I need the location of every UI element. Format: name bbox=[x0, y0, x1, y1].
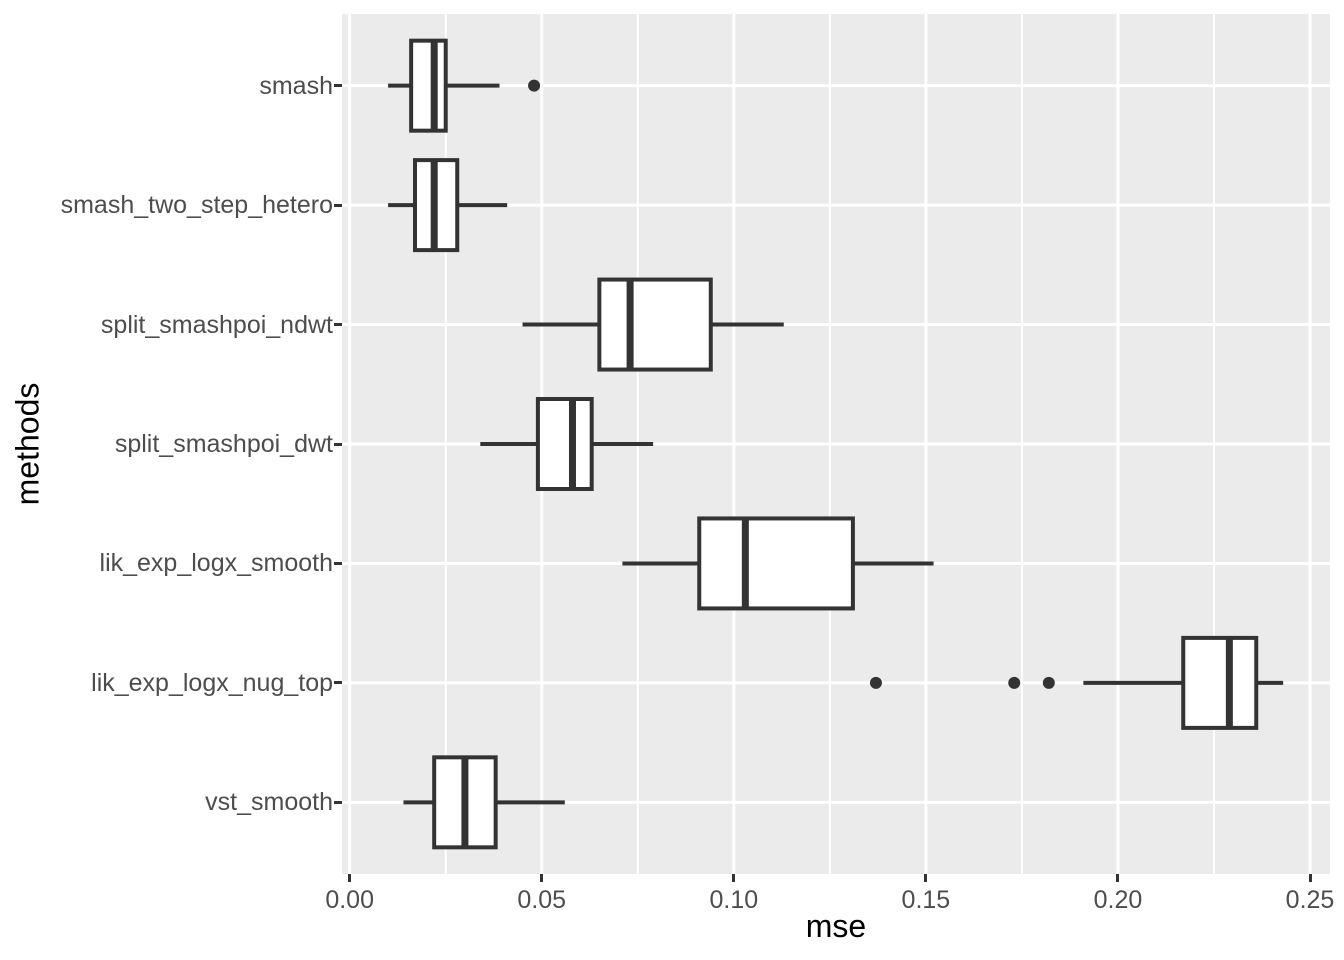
outlier-point bbox=[1008, 676, 1021, 689]
y-tick-mark bbox=[334, 442, 342, 446]
box-iqr bbox=[697, 516, 855, 611]
x-tick-label: 0.00 bbox=[325, 886, 375, 914]
boxplot-canvas bbox=[342, 14, 1330, 874]
y-tick-mark bbox=[334, 203, 342, 207]
y-tick-mark bbox=[334, 681, 342, 685]
y-axis-title: methods bbox=[9, 382, 46, 506]
x-tick-label: 0.20 bbox=[1093, 886, 1143, 914]
box-iqr bbox=[1181, 635, 1259, 730]
y-tick-label: smash_two_step_hetero bbox=[60, 191, 333, 220]
outlier-point bbox=[869, 676, 882, 689]
box-iqr bbox=[535, 397, 594, 491]
y-tick-mark bbox=[334, 800, 342, 804]
x-tick-mark bbox=[1116, 874, 1120, 882]
x-tick-mark bbox=[1308, 874, 1312, 882]
y-tick-mark bbox=[334, 323, 342, 327]
x-tick-label: 0.05 bbox=[517, 886, 567, 914]
x-tick-mark bbox=[540, 874, 544, 882]
x-axis-title: mse bbox=[805, 908, 867, 944]
x-tick-mark bbox=[924, 874, 928, 882]
y-tick-mark bbox=[334, 561, 342, 565]
y-tick-label: vst_smooth bbox=[205, 788, 333, 817]
box-iqr bbox=[409, 38, 448, 133]
y-tick-label: smash bbox=[259, 71, 333, 100]
plot-panel bbox=[342, 14, 1330, 874]
x-tick-mark bbox=[348, 874, 352, 882]
y-tick-label: lik_exp_logx_smooth bbox=[99, 549, 333, 578]
y-tick-label: lik_exp_logx_nug_top bbox=[91, 668, 333, 697]
y-tick-mark bbox=[334, 84, 342, 88]
x-tick-mark bbox=[732, 874, 736, 882]
y-tick-label: split_smashpoi_ndwt bbox=[100, 310, 333, 339]
x-tick-label: 0.25 bbox=[1285, 886, 1335, 914]
x-tick-label: 0.15 bbox=[901, 886, 951, 914]
y-tick-label: split_smashpoi_dwt bbox=[114, 430, 333, 458]
outlier-point bbox=[1042, 676, 1055, 689]
box-iqr bbox=[597, 277, 713, 372]
x-tick-label: 0.10 bbox=[709, 886, 759, 914]
outlier-point bbox=[528, 79, 541, 92]
